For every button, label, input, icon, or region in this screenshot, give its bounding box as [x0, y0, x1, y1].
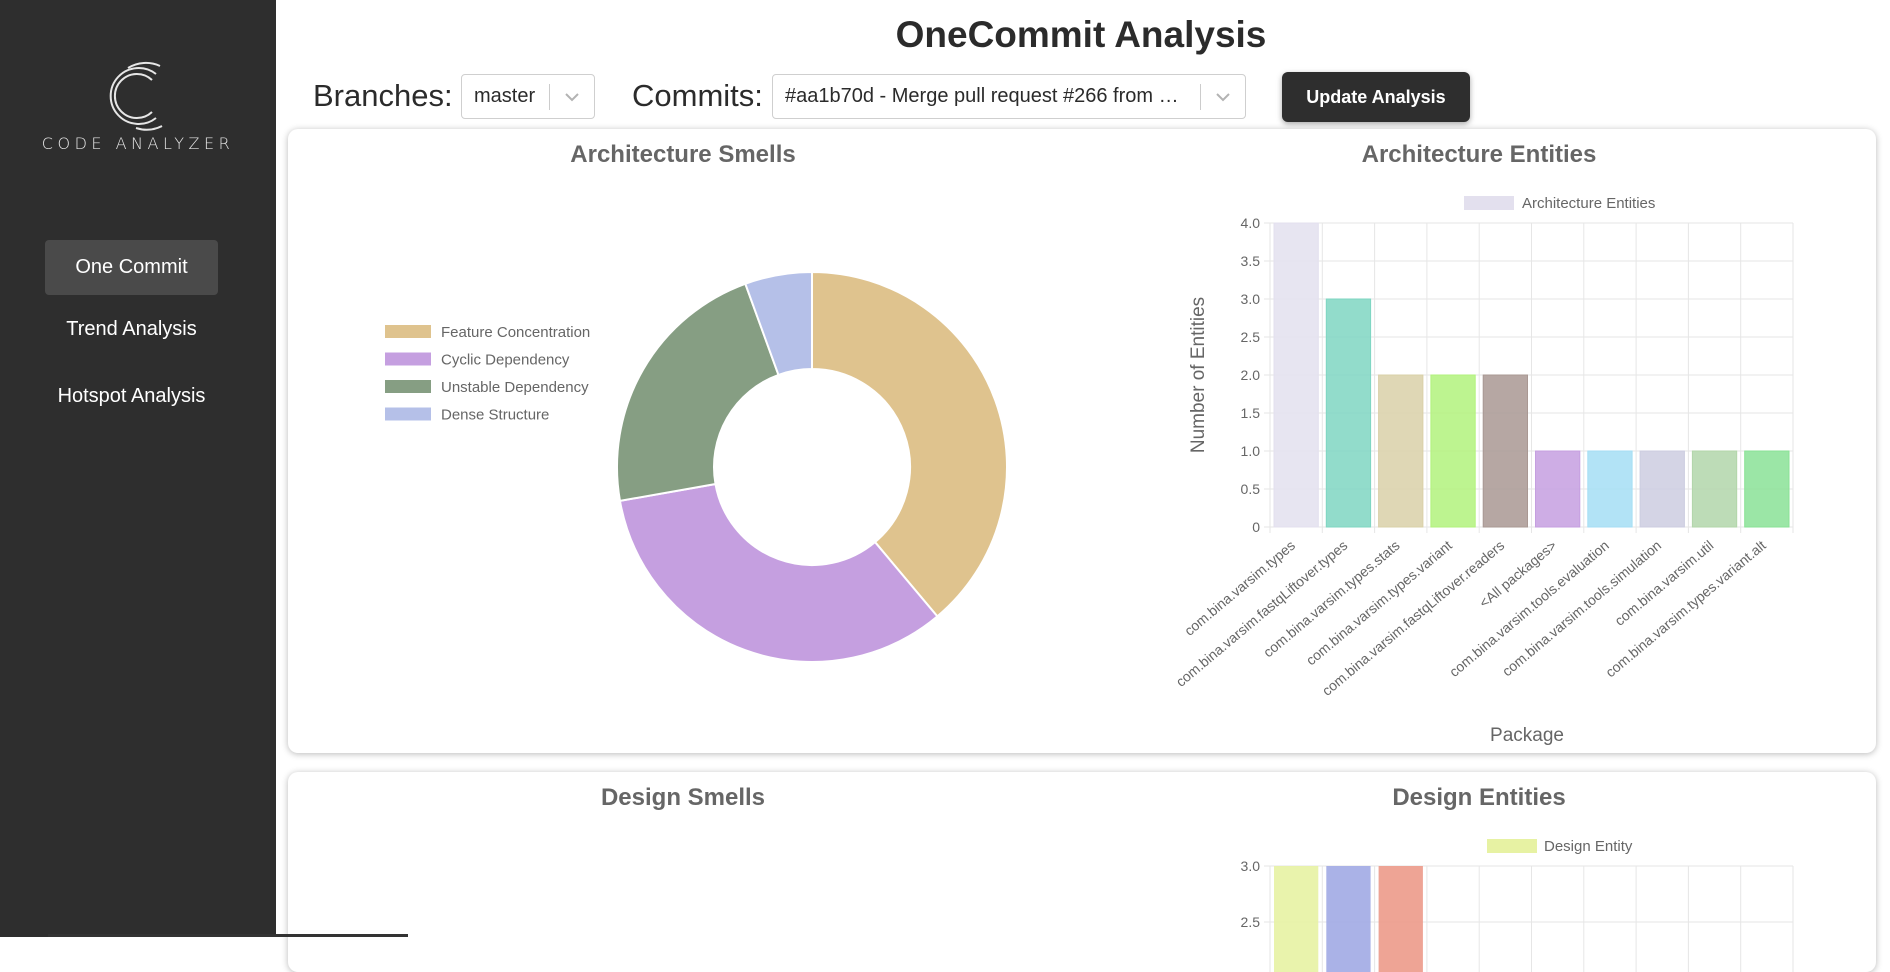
bar: [1744, 450, 1790, 528]
nav-one-commit[interactable]: One Commit: [45, 240, 218, 295]
y-tick-label: 1.5: [1241, 405, 1261, 421]
y-tick-label: 0: [1252, 519, 1260, 535]
legend-label: Design Entity: [1544, 838, 1633, 855]
y-tick-label: 2.5: [1241, 329, 1261, 345]
legend-swatch: [1464, 196, 1514, 210]
chevron-down-icon[interactable]: [550, 75, 594, 119]
pie-slice: [618, 482, 939, 664]
bar: [1430, 374, 1476, 528]
y-tick-label: 3.0: [1241, 858, 1261, 874]
legend-label: Unstable Dependency: [441, 379, 589, 396]
bar: [1691, 450, 1738, 528]
architecture-entities-title: Architecture Entities: [1361, 141, 1597, 168]
logo-icon: [109, 61, 163, 131]
design-entities-title: Design Entities: [1392, 784, 1566, 811]
chevron-down-icon[interactable]: [1201, 75, 1245, 119]
select-separator: [1200, 83, 1201, 110]
bar: [1587, 450, 1633, 528]
sidebar: CODE ANALYZER One Commit Trend Analysis …: [0, 0, 276, 937]
pie-slice: [744, 270, 813, 377]
architecture-entities-chart: 0 0.5 1.0 1.5 2.0 2.5 3.0 3.5 4.0 com.bina.varsim…: [1173, 195, 1794, 746]
bar: [1378, 374, 1424, 528]
legend-label: Dense Structure: [441, 407, 549, 424]
y-axis-label: Number of Entities: [1188, 297, 1209, 453]
bar: [1326, 866, 1371, 972]
pie-slice: [811, 270, 1008, 618]
branch-select[interactable]: master: [461, 74, 595, 119]
commit-select-value: #aa1b70d - Merge pull request #266 from …: [785, 85, 1179, 107]
legend-label: Architecture Entities: [1522, 195, 1655, 212]
architecture-smells-title: Architecture Smells: [570, 141, 796, 168]
app-logo[interactable]: CODE ANALYZER: [0, 60, 276, 153]
architecture-smells-chart: Feature Concentration Cyclic Dependency Un…: [385, 270, 1008, 664]
x-axis-label: Package: [1490, 725, 1564, 746]
legend-swatch: [385, 352, 431, 366]
scrollbar[interactable]: [48, 934, 408, 937]
branches-label: Branches:: [313, 78, 453, 113]
page-title: OneCommit Analysis: [895, 14, 1267, 55]
architecture-card: Architecture Smells Architecture Entitie…: [288, 129, 1876, 753]
design-entities-chart: 3.0 2.5 Design Entity: [1241, 838, 1794, 972]
branch-select-value: master: [474, 85, 536, 107]
bar: [1325, 298, 1372, 528]
update-analysis-button[interactable]: Update Analysis: [1282, 72, 1470, 122]
y-tick-label: 0.5: [1241, 481, 1261, 497]
nav-hotspot-analysis[interactable]: Hotspot Analysis: [57, 385, 206, 407]
x-tick-label: com.bina.varsim.util: [1611, 537, 1716, 629]
y-tick-label: 2.5: [1241, 914, 1261, 930]
design-smells-title: Design Smells: [600, 784, 766, 811]
y-tick-label: 1.0: [1241, 443, 1261, 459]
commits-label: Commits:: [632, 78, 763, 113]
legend-swatch: [1487, 839, 1537, 853]
y-tick-label: 2.0: [1241, 367, 1261, 383]
y-tick-label: 4.0: [1241, 215, 1261, 231]
bar: [1639, 450, 1685, 528]
bar: [1378, 866, 1423, 972]
y-tick-label: 3.0: [1241, 291, 1261, 307]
legend-swatch: [385, 407, 431, 421]
y-tick-label: 3.5: [1241, 253, 1261, 269]
commit-select[interactable]: #aa1b70d - Merge pull request #266 from …: [772, 74, 1246, 119]
legend-swatch: [385, 325, 431, 338]
main-content: OneCommit Analysis Branches: master Comm…: [276, 0, 1890, 972]
pie-slice: [616, 282, 780, 503]
nav-trend-analysis[interactable]: Trend Analysis: [66, 318, 197, 340]
design-card: Design Smells Design Entities 3.0 2.5 Desi…: [288, 772, 1876, 972]
logo-text: CODE ANALYZER: [41, 134, 235, 153]
bar: [1535, 450, 1581, 528]
bar: [1273, 222, 1319, 528]
bar: [1274, 866, 1319, 972]
bar: [1482, 374, 1529, 528]
legend-swatch: [385, 380, 431, 393]
legend-label: Feature Concentration: [441, 324, 590, 341]
legend-label: Cyclic Dependency: [441, 352, 570, 369]
select-separator: [549, 83, 550, 110]
